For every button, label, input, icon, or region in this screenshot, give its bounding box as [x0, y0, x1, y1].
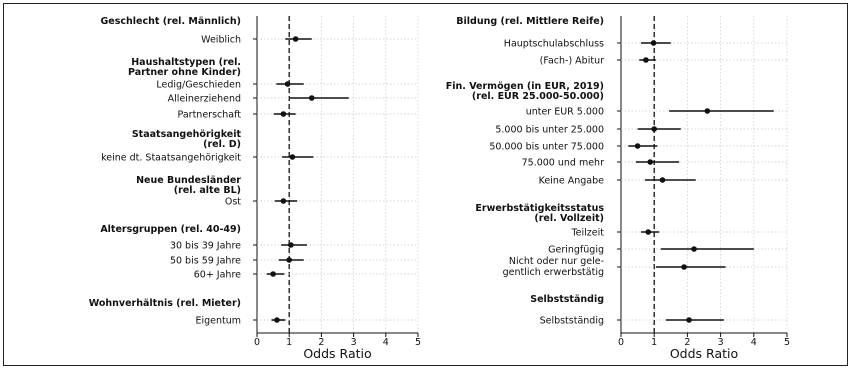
category-label: unter EUR 5.000 — [526, 107, 604, 118]
category-label: 30 bis 39 Jahre — [170, 241, 241, 252]
odds-ratio-point — [645, 229, 652, 235]
category-label: 5.000 bis unter 25.000 — [495, 125, 604, 136]
odds-ratio-point — [643, 57, 649, 63]
category-label: Ledig/Geschieden — [156, 80, 241, 91]
group-title: Fin. Vermögen (in EUR, 2019) — [446, 81, 604, 92]
category-label: keine dt. Staatsangehörigkeit — [101, 153, 241, 164]
odds-ratio-point — [280, 111, 287, 117]
odds-ratio-point — [659, 177, 666, 183]
odds-ratio-point — [691, 246, 697, 252]
x-tick-label: 2 — [318, 337, 324, 348]
category-label: (Fach-) Abitur — [540, 56, 604, 67]
x-tick-label: 5 — [784, 337, 790, 348]
figure-frame — [3, 3, 848, 366]
group-title: Partner ohne Kinder) — [128, 67, 241, 78]
group-title: (rel. D) — [203, 139, 241, 150]
group-title: Wohnverhältnis (rel. Mieter) — [89, 298, 241, 309]
odds-ratio-point — [651, 126, 657, 132]
odds-ratio-point — [292, 36, 299, 42]
odds-ratio-point — [681, 264, 687, 270]
category-label: Weiblich — [201, 35, 241, 46]
odds-ratio-point — [288, 242, 294, 248]
x-tick-label: 1 — [651, 337, 657, 348]
x-tick-label: 3 — [718, 337, 724, 348]
group-title: Neue Bundesländer — [136, 175, 241, 186]
x-tick-label: 1 — [286, 337, 292, 348]
category-label: Alleinerziehend — [168, 94, 241, 105]
odds-ratio-point — [274, 317, 280, 323]
category-label: 60+ Jahre — [194, 270, 241, 281]
category-label: Partnerschaft — [178, 110, 242, 121]
odds-ratio-point — [284, 81, 291, 87]
group-title: Altersgruppen (rel. 40-49) — [100, 224, 241, 235]
odds-ratio-point — [286, 257, 293, 263]
category-label: Geringfügig — [548, 245, 604, 256]
group-title: Bildung (rel. Mittlere Reife) — [456, 16, 604, 27]
group-title: Erwerbstätigkeitsstatus — [475, 203, 604, 214]
category-label: 50.000 bis unter 75.000 — [489, 142, 604, 153]
category-label: Teilzeit — [570, 228, 604, 239]
group-title: Geschlecht (rel. Männlich) — [100, 16, 241, 27]
x-axis-title: Odds Ratio — [670, 346, 738, 361]
category-label: gentlich erwerbstätig — [503, 267, 604, 278]
group-title: (rel. Vollzeit) — [534, 213, 604, 224]
odds-ratio-point — [289, 154, 296, 160]
odds-ratio-point — [270, 271, 276, 277]
panel-1 — [253, 16, 419, 337]
group-title: Haushaltstypen (rel. — [131, 57, 241, 68]
odds-ratio-point — [280, 198, 287, 204]
odds-ratio-point — [647, 159, 654, 165]
group-title: (rel. EUR 25.000-50.000) — [472, 91, 604, 102]
x-tick-label: 5 — [415, 337, 421, 348]
group-title: (rel. alte BL) — [174, 185, 241, 196]
odds-ratio-point — [686, 317, 692, 323]
group-title: Staatsangehörigkeit — [132, 129, 242, 140]
odds-ratio-point — [634, 143, 641, 149]
x-tick-label: 4 — [751, 337, 757, 348]
category-label: Selbstständig — [540, 316, 604, 327]
category-label: Eigentum — [195, 316, 241, 327]
x-axis-title: Odds Ratio — [303, 346, 371, 361]
odds-ratio-point — [704, 108, 711, 114]
category-label: Keine Angabe — [539, 176, 605, 187]
x-tick-label: 3 — [351, 337, 357, 348]
x-tick-label: 4 — [383, 337, 389, 348]
x-tick-label: 0 — [254, 337, 260, 348]
odds-ratio-point — [308, 95, 315, 101]
x-tick-label: 2 — [684, 337, 690, 348]
category-label: Hauptschulabschluss — [504, 39, 604, 50]
panel-2 — [617, 16, 788, 337]
category-label: 75.000 und mehr — [522, 158, 604, 169]
category-label: 50 bis 59 Jahre — [170, 256, 241, 267]
category-label: Nicht oder nur gele- — [509, 256, 604, 267]
odds-ratio-point — [650, 40, 657, 46]
category-label: Ost — [225, 197, 241, 208]
x-tick-label: 0 — [618, 337, 624, 348]
group-title: Selbstständig — [530, 294, 604, 305]
